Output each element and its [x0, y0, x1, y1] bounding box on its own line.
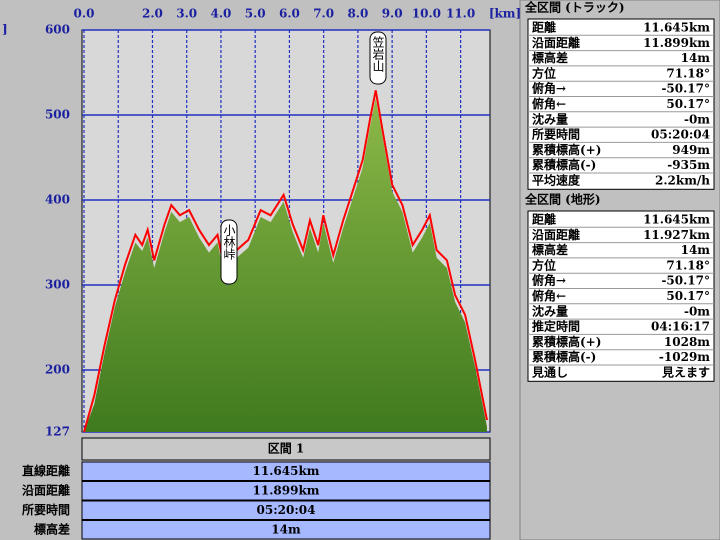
- row-value: 14m: [681, 243, 711, 257]
- row-value: -50.17°: [661, 82, 710, 96]
- section-label: 所要時間: [22, 502, 70, 517]
- x-tick-label: 8.0: [347, 7, 368, 21]
- y-tick-label: 400: [45, 192, 70, 206]
- row-label: 方位: [532, 257, 556, 272]
- row-label: 累積標高(-): [532, 349, 596, 364]
- row-label: 標高差: [532, 50, 568, 65]
- row-value: 50.17°: [666, 289, 710, 303]
- y-tick-label: 127: [45, 425, 70, 439]
- panel-table: [527, 210, 715, 382]
- row-label: 累積標高(+): [532, 334, 601, 349]
- section-value: 05:20:04: [257, 503, 316, 517]
- row-label: 方位: [532, 65, 556, 80]
- panel-title: 全区間 (地形): [524, 192, 601, 207]
- row-value: -50.17°: [661, 274, 710, 288]
- section-value: 14m: [271, 523, 301, 537]
- row-value: 11.645km: [643, 213, 710, 227]
- section-header: [81, 437, 491, 461]
- section-cell: [81, 500, 491, 520]
- x-tick-label: 5.0: [245, 7, 266, 21]
- row-label: 見通し: [531, 365, 568, 380]
- row-label: 距離: [532, 20, 556, 35]
- section-label: 沿面距離: [21, 483, 70, 498]
- row-value: 1028m: [664, 335, 710, 349]
- terrain-area: [84, 97, 487, 432]
- x-tick-label: 10.0: [412, 7, 441, 21]
- section-cell: [81, 461, 491, 481]
- row-label: 沿面距離: [531, 227, 580, 242]
- row-value: 見えます: [661, 365, 710, 380]
- row-value: -1029m: [659, 350, 710, 364]
- section-label: 標高差: [34, 522, 70, 537]
- row-value: 14m: [681, 51, 711, 65]
- row-label: 距離: [532, 212, 556, 227]
- panel-title: 全区間 (トラック): [524, 0, 625, 15]
- x-tick-label: 2.0: [142, 7, 163, 21]
- row-value: -935m: [667, 158, 710, 172]
- row-label: 標高差: [532, 242, 568, 257]
- row-value: 11.645km: [643, 21, 710, 35]
- x-tick-label: 11.0: [446, 7, 475, 21]
- row-label: 沈み量: [532, 111, 568, 126]
- row-value: 05:20:04: [651, 128, 710, 142]
- x-tick-label: 3.0: [176, 7, 197, 21]
- row-value: 949m: [672, 143, 710, 157]
- row-value: -0m: [684, 112, 710, 126]
- x-axis-label: [km]: [489, 7, 521, 21]
- row-label: 所要時間: [532, 127, 580, 142]
- row-value: 11.927km: [643, 228, 710, 242]
- track-line: [83, 90, 488, 433]
- row-value: 2.2km/h: [655, 174, 710, 188]
- x-tick-label: 6.0: [279, 7, 300, 21]
- y-axis-label: ]: [2, 23, 8, 37]
- panel-table: [527, 18, 715, 190]
- annotation-box: [369, 31, 387, 85]
- row-value: 11.899km: [643, 36, 710, 50]
- row-value: 71.18°: [666, 66, 710, 80]
- row-value: 71.18°: [666, 258, 710, 272]
- y-tick-label: 600: [45, 23, 70, 37]
- row-label: 沿面距離: [531, 35, 580, 50]
- row-label: 俯角←: [532, 288, 566, 303]
- section-cell: [81, 520, 491, 540]
- section-label: 直線距離: [22, 463, 70, 478]
- annotation: 笠岩山: [371, 35, 385, 72]
- section-header-text: 区間 1: [268, 442, 305, 456]
- row-value: 50.17°: [666, 97, 710, 111]
- row-label: 平均速度: [532, 173, 581, 188]
- y-tick-label: 200: [45, 362, 70, 376]
- y-tick-label: 300: [45, 277, 70, 291]
- section-value: 11.899km: [253, 484, 320, 498]
- row-label: 俯角←: [532, 96, 566, 111]
- row-value: -0m: [684, 304, 710, 318]
- row-label: 推定時間: [532, 319, 580, 334]
- row-label: 俯角→: [532, 273, 566, 288]
- row-label: 累積標高(-): [532, 157, 596, 172]
- x-tick-label: 9.0: [382, 7, 403, 21]
- section-value: 11.645km: [253, 464, 320, 478]
- section-cell: [81, 481, 491, 501]
- annotation: 小林峠: [222, 224, 236, 260]
- x-tick-label: 7.0: [313, 7, 334, 21]
- x-tick-label: 0.0: [74, 7, 95, 21]
- row-label: 沈み量: [532, 303, 568, 318]
- annotation-box: [220, 219, 238, 285]
- x-tick-label: 4.0: [211, 7, 232, 21]
- row-label: 俯角→: [532, 81, 566, 96]
- row-value: 04:16:17: [651, 320, 710, 334]
- row-label: 累積標高(+): [532, 142, 601, 157]
- y-tick-label: 500: [45, 107, 70, 121]
